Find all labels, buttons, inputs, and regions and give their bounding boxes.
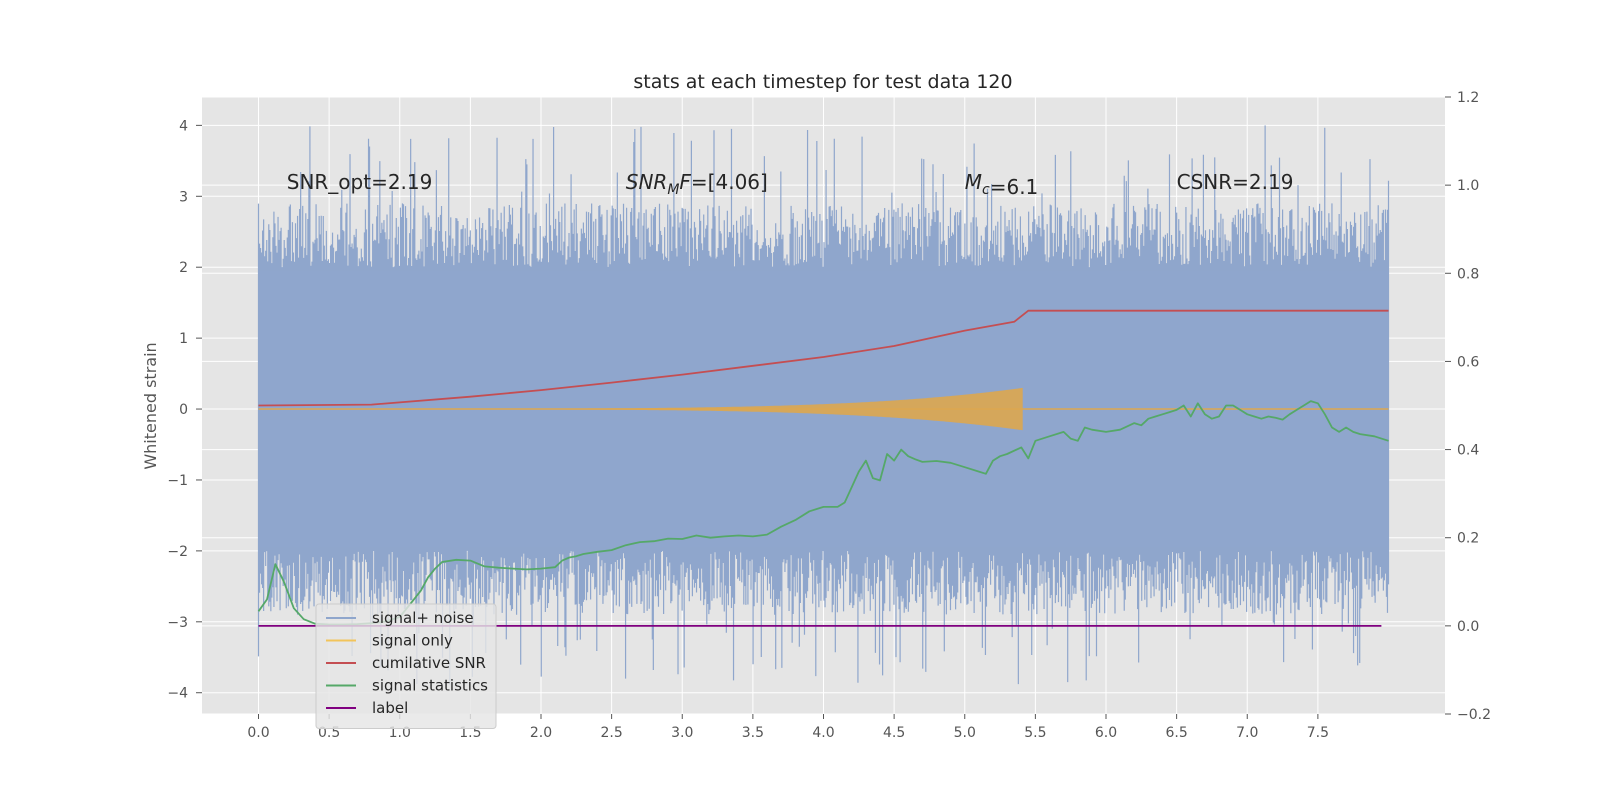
annotation-text: Mc=6.1 xyxy=(965,170,1039,199)
y-tick-label: 4 xyxy=(179,118,188,134)
annotations: SNR_opt=2.19 SNRMF=[4.06] Mc=6.1 CSNR=2.19 xyxy=(287,170,1294,199)
legend-label-label: label xyxy=(372,699,408,717)
legend: signal+ noise signal only cumilative SNR si… xyxy=(315,603,497,729)
x-tick-label: 2.0 xyxy=(530,725,552,741)
legend-label-cumilative-snr: cumilative SNR xyxy=(372,654,486,672)
y2-tick-label: 0.4 xyxy=(1457,443,1479,459)
x-tick-label: 4.5 xyxy=(883,725,905,741)
x-tick-label: 2.5 xyxy=(600,725,622,741)
y2-tick-label: 0.2 xyxy=(1457,531,1479,547)
y-tick-label: −2 xyxy=(167,544,188,560)
x-tick-label: 5.5 xyxy=(1024,725,1046,741)
x-tick-label: 7.5 xyxy=(1307,725,1329,741)
y-tick-label: 3 xyxy=(179,189,188,205)
y-tick-label: −4 xyxy=(167,686,188,702)
cumilative-snr-line xyxy=(258,309,1389,407)
annotation-text: CSNR=2.19 xyxy=(1177,170,1294,194)
y2-tick-label: −0.2 xyxy=(1457,707,1491,723)
signal-statistics-line xyxy=(257,400,1389,626)
legend-label-signal-noise: signal+ noise xyxy=(372,609,474,627)
x-tick-label: 0.0 xyxy=(247,725,269,741)
legend-label-signal-statistics: signal statistics xyxy=(372,677,488,695)
y-tick-label: −1 xyxy=(167,473,188,489)
x-tick-label: 3.5 xyxy=(742,725,764,741)
legend-box xyxy=(315,603,497,729)
annotation-text: SNR_opt=2.19 xyxy=(287,170,433,194)
y2-tick-label: 0.0 xyxy=(1457,619,1479,635)
x-tick-label: 6.5 xyxy=(1165,725,1187,741)
y2-tick-label: 0.8 xyxy=(1457,266,1479,282)
y-tick-label: 1 xyxy=(179,331,188,347)
x-tick-label: 7.0 xyxy=(1236,725,1258,741)
chart-title: stats at each timestep for test data 120 xyxy=(633,71,1012,93)
y2-tick-label: 0.6 xyxy=(1457,354,1479,370)
y-tick-label: 2 xyxy=(179,260,188,276)
y2-tick-label: 1.0 xyxy=(1457,178,1479,194)
y-tick-label: −3 xyxy=(167,615,188,631)
legend-label-signal-only: signal only xyxy=(372,632,453,650)
x-tick-label: 3.0 xyxy=(671,725,693,741)
signal-only-series xyxy=(258,387,1389,431)
x-tick-label: 4.0 xyxy=(812,725,834,741)
annotation-text: SNRMF=[4.06] xyxy=(626,170,768,198)
y-tick-label: 0 xyxy=(179,402,188,418)
y2-tick-label: 1.2 xyxy=(1457,90,1479,106)
x-tick-label: 5.0 xyxy=(954,725,976,741)
x-tick-label: 6.0 xyxy=(1095,725,1117,741)
y-axis-label: Whitened strain xyxy=(141,342,160,469)
